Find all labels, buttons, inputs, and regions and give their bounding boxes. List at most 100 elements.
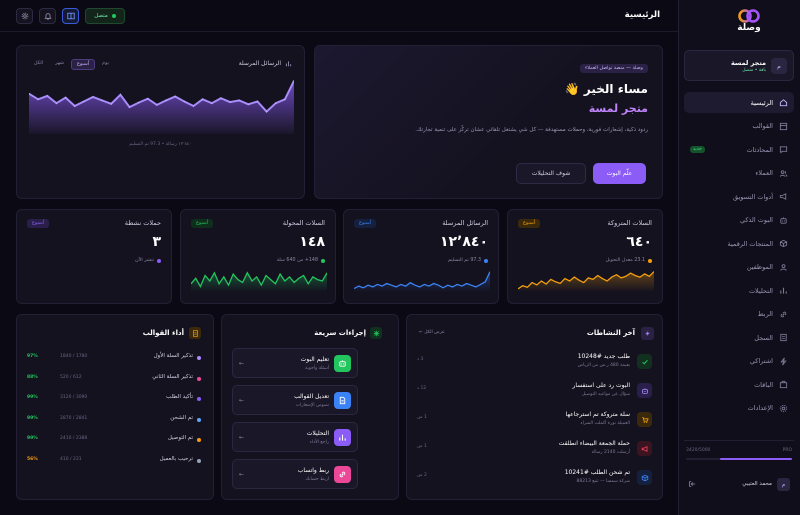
- activity-item[interactable]: تم شحن الطلب #10241 شركة سمسا — تتبع 8821…: [417, 467, 652, 493]
- data-point: [128, 106, 131, 108]
- data-point: [46, 95, 48, 97]
- sidebar-item[interactable]: القوالب: [684, 116, 794, 137]
- range-tab[interactable]: أسبوع: [70, 59, 96, 70]
- arrow-left-icon: ←: [239, 360, 245, 367]
- bot-icon: [779, 216, 788, 225]
- range-tab[interactable]: شهر: [55, 61, 64, 66]
- document-icon: [334, 392, 351, 409]
- template-row: تذكير السلة الأول 1840 / 1780 97%: [27, 353, 201, 363]
- user-avatar: م: [777, 478, 790, 491]
- sidebar-item[interactable]: التحليلات: [684, 280, 794, 301]
- data-point: [64, 97, 67, 99]
- sidebar-item[interactable]: أدوات التسويق: [684, 186, 794, 207]
- user-profile[interactable]: م محمد العتيبي: [684, 476, 794, 494]
- template-rate: 97%: [27, 354, 38, 359]
- quick-action-button[interactable]: تعليم البوت أسئلة وأجوبة ←: [232, 348, 358, 378]
- chart-icon: [334, 429, 351, 446]
- data-point: [265, 111, 268, 113]
- activity-view-all[interactable]: عرض الكل ←: [419, 330, 445, 335]
- quick-action-button[interactable]: ربط واتساب اربط حسابك ←: [232, 459, 358, 489]
- template-count: 410 / 231: [60, 456, 82, 462]
- layout-toggle-button[interactable]: [62, 8, 79, 24]
- sidebar-item[interactable]: اشتراكي: [684, 351, 794, 372]
- sidebar-item[interactable]: المحادثات جديد: [684, 139, 794, 160]
- templates-title: أداء القوالب: [142, 329, 184, 337]
- range-tab[interactable]: الكل: [34, 61, 44, 66]
- activity-item[interactable]: البوت رد على استفسار سؤال عن مواعيد التوص…: [417, 380, 652, 406]
- sidebar-item-label: القوالب: [752, 122, 773, 130]
- gear-icon: [779, 404, 788, 413]
- sidebar-item-label: اشتراكي: [749, 357, 773, 365]
- activity-item-title: سلة متروكة تم استرجاعها: [565, 411, 630, 418]
- range-tab[interactable]: يوم: [102, 61, 109, 66]
- sidebar-item[interactable]: السجل: [684, 327, 794, 348]
- sidebar-item[interactable]: العملاء: [684, 163, 794, 184]
- activity-item[interactable]: سلة متروكة تم استرجاعها العميلة نورة أكمل…: [417, 409, 652, 435]
- sidebar-item[interactable]: الباقات: [684, 374, 794, 395]
- quick-action-button[interactable]: التحليلات راجع الأداء ←: [232, 422, 358, 452]
- sidebar-item[interactable]: البوت الذكي: [684, 210, 794, 231]
- arrow-left-icon: ←: [239, 397, 245, 404]
- usage-meter: PRO 3420/5000: [684, 440, 794, 464]
- activity-item[interactable]: طلب جديد #10248 بقيمة 480 ر.س من الرياض 3 …: [417, 351, 652, 377]
- sidebar-item[interactable]: الإعدادات: [684, 398, 794, 419]
- range-tabs: الكل شهر أسبوع يوم: [29, 59, 114, 70]
- data-point: [101, 99, 103, 101]
- template-dot: [197, 417, 201, 422]
- template-name: ترحيب بالعميل: [159, 455, 193, 462]
- activity-icon: [641, 327, 654, 340]
- quick-action-subtitle: راجع الأداء: [309, 440, 329, 445]
- sidebar-item[interactable]: الموظفين: [684, 257, 794, 278]
- activity-item[interactable]: حملة الجمعة البيضاء انطلقت أرسلت 2140 رسا…: [417, 438, 652, 464]
- template-dot: [197, 397, 201, 401]
- stat-period-tag: أسبوع: [191, 219, 214, 228]
- train-bot-button[interactable]: علّم البوت: [593, 163, 646, 184]
- template-count: 2870 / 2841: [60, 415, 88, 421]
- data-point: [37, 98, 39, 100]
- logout-icon[interactable]: [688, 480, 696, 490]
- stat-value: ١٤٨: [299, 234, 325, 250]
- settings-button[interactable]: [16, 8, 33, 24]
- link-icon: [779, 310, 788, 319]
- template-dot: [197, 376, 201, 381]
- stat-dot: [321, 258, 325, 263]
- sidebar-item[interactable]: المنتجات الرقمية: [684, 233, 794, 254]
- stat-dot: [484, 258, 488, 263]
- quick-action-title: التحليلات: [306, 430, 329, 437]
- data-point: [165, 99, 167, 101]
- store-switcher[interactable]: م متجر لمسة باقة • متصل: [684, 50, 794, 81]
- data-point: [284, 98, 286, 100]
- view-analytics-button[interactable]: شوف التحليلات: [516, 163, 586, 184]
- columns-icon: [66, 12, 75, 20]
- sparkline-area: [518, 271, 654, 292]
- stat-dot: [157, 258, 161, 263]
- sidebar-item-label: أدوات التسويق: [733, 192, 773, 201]
- activity-item-title: تم شحن الطلب #10241: [564, 469, 630, 476]
- sidebar-item-label: الباقات: [754, 380, 773, 389]
- stat-period-tag: أسبوع: [354, 219, 377, 228]
- stat-subtitle-text: 148+ من 640 سلة: [276, 258, 318, 263]
- activity-item-title: حملة الجمعة البيضاء انطلقت: [558, 440, 630, 447]
- stat-subtitle-text: 97.3 تم التسليم: [447, 258, 481, 263]
- data-point: [83, 100, 85, 103]
- sidebar-item-label: السجل: [754, 333, 773, 342]
- data-point: [92, 96, 94, 98]
- usage-plan: PRO: [782, 448, 792, 453]
- usage-value: 3420/5000: [686, 448, 711, 453]
- store-avatar: م: [771, 58, 787, 74]
- sidebar-item[interactable]: الرئيسية: [684, 92, 794, 113]
- chat-icon: [779, 145, 788, 154]
- status-label: متصل: [94, 13, 108, 19]
- users-icon: [779, 169, 788, 178]
- sparkline-line: [518, 271, 654, 290]
- sidebar-item-label: البوت الذكي: [739, 216, 773, 224]
- quick-action-button[interactable]: تعديل القوالب نصوص الإشعارات ←: [232, 385, 358, 415]
- hero-store-name: متجر لمسة: [588, 102, 648, 115]
- notifications-button[interactable]: [39, 8, 56, 24]
- stat-subtitle-text: 23.1 معدل التحويل: [605, 258, 645, 263]
- log-icon: [779, 333, 788, 342]
- team-icon: [779, 263, 788, 272]
- sidebar-item[interactable]: الربط: [684, 304, 794, 325]
- stat-sparkline: [191, 271, 327, 292]
- stat-subtitle: تنشر الآن: [135, 258, 161, 263]
